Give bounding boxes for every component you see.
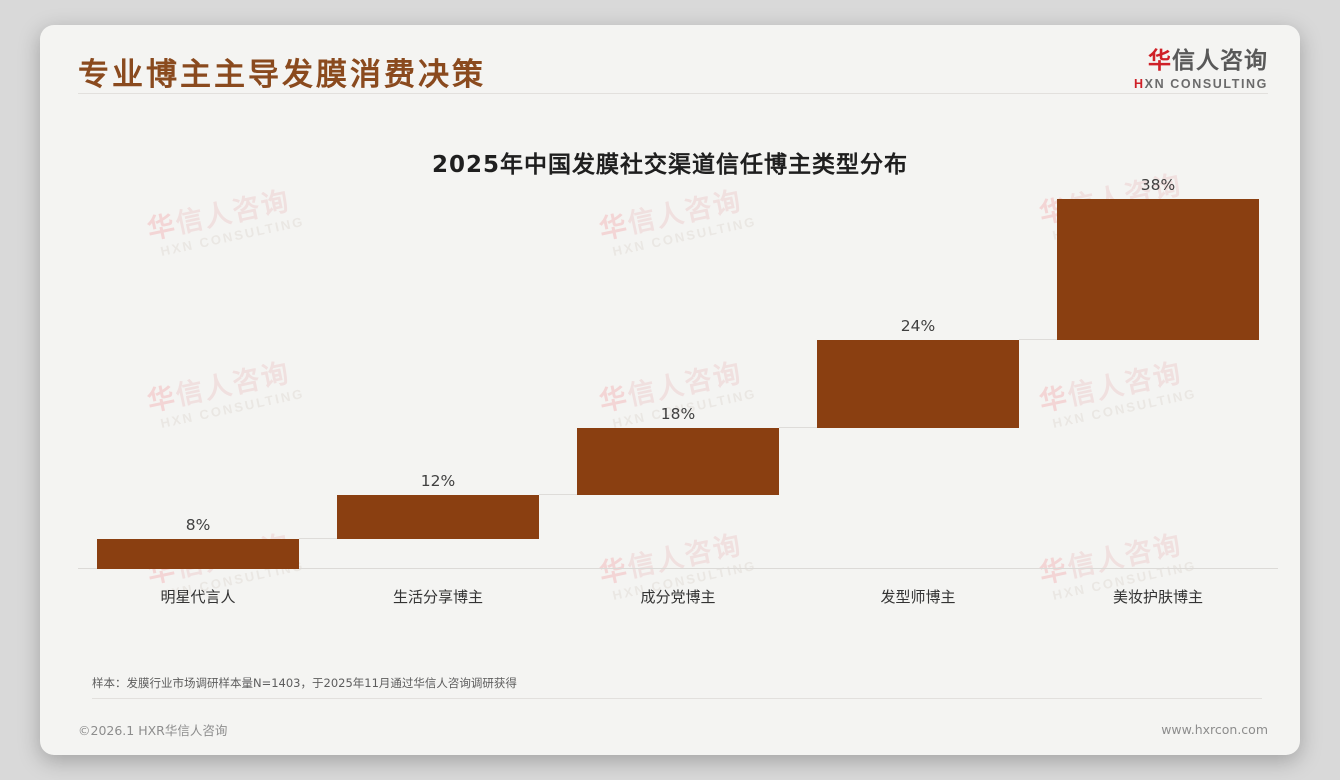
chart-area: 2025年中国发膜社交渠道信任博主类型分布 8% 12% 18% 24% 38% 明星代…	[40, 103, 1300, 659]
waterfall-connector	[1018, 338, 1058, 340]
bar[interactable]	[337, 495, 539, 540]
waterfall-connector	[298, 538, 338, 540]
slide-footer: ©2026.1 HXR华信人咨询 www.hxrcon.com	[78, 720, 1268, 739]
company-logo: 华信人咨询 HXN CONSULTING	[1134, 41, 1268, 91]
waterfall-chart: 8% 12% 18% 24% 38% 明星代言人 生活分享博主 成分党博主 发型师博主 美妆护肤…	[78, 176, 1278, 629]
logo-chinese-rest: 信人咨询	[1172, 48, 1268, 74]
website-text: www.hxrcon.com	[1161, 722, 1268, 737]
logo-english-rest: XN CONSULTING	[1144, 77, 1268, 91]
plot-inner: 8% 12% 18% 24% 38% 明星代言人 生活分享博主 成分党博主 发型师博主 美妆护肤…	[78, 176, 1278, 629]
category-label: 明星代言人	[160, 588, 236, 606]
page-title: 专业博主主导发膜消费决策	[78, 57, 486, 93]
header-divider	[78, 93, 1268, 94]
footnote-text: 样本：发膜行业市场调研样本量N=1403，于2025年11月通过华信人咨询调研获…	[92, 676, 517, 690]
waterfall-connector	[778, 427, 818, 429]
bar[interactable]	[97, 539, 299, 569]
bar-column: 24%	[798, 199, 1058, 569]
logo-english: HXN CONSULTING	[1134, 77, 1268, 91]
logo-chinese: 华信人咨询	[1134, 41, 1268, 75]
bar-value-label: 24%	[900, 316, 936, 335]
bar-value-label: 18%	[660, 405, 696, 424]
logo-english-accent: H	[1134, 77, 1145, 91]
bar-series: 8% 12% 18% 24% 38%	[78, 176, 1278, 569]
waterfall-connector	[538, 494, 578, 495]
category-column: 成分党博主	[558, 199, 798, 629]
bar-column: 18%	[558, 199, 818, 569]
bar-value-label: 38%	[1140, 176, 1176, 194]
category-label: 发型师博主	[880, 588, 956, 606]
bar[interactable]	[817, 339, 1019, 429]
category-column: 明星代言人	[78, 199, 318, 629]
bar-value-label: 12%	[420, 472, 456, 490]
category-column: 生活分享博主	[318, 199, 558, 629]
category-column: 美妆护肤博主	[1038, 199, 1278, 629]
bar-column: 8%	[78, 199, 338, 569]
category-label: 美妆护肤博主	[1112, 588, 1203, 606]
bar[interactable]	[577, 428, 779, 495]
x-axis-line	[78, 568, 1278, 569]
footnote-divider	[92, 698, 1262, 699]
slide: 华信人咨询 HXN CONSULTING 华信人咨询 HXN CONSULTIN…	[40, 25, 1300, 755]
category-label: 成分党博主	[640, 588, 716, 606]
bar-column: 12%	[318, 199, 578, 569]
logo-chinese-accent: 华	[1148, 48, 1172, 74]
category-column: 发型师博主	[798, 199, 1038, 629]
category-label: 生活分享博主	[392, 588, 483, 606]
bar-value-label: 8%	[185, 516, 211, 535]
bar-column: 38%	[1038, 176, 1278, 569]
footnote: 样本：发膜行业市场调研样本量N=1403，于2025年11月通过华信人咨询调研获…	[92, 675, 1262, 699]
copyright-text: ©2026.1 HXR华信人咨询	[78, 723, 228, 738]
chart-title: 2025年中国发膜社交渠道信任博主类型分布	[431, 152, 908, 178]
bar[interactable]	[1057, 199, 1259, 340]
slide-header: 专业博主主导发膜消费决策 华信人咨询 HXN CONSULTING	[40, 25, 1300, 103]
